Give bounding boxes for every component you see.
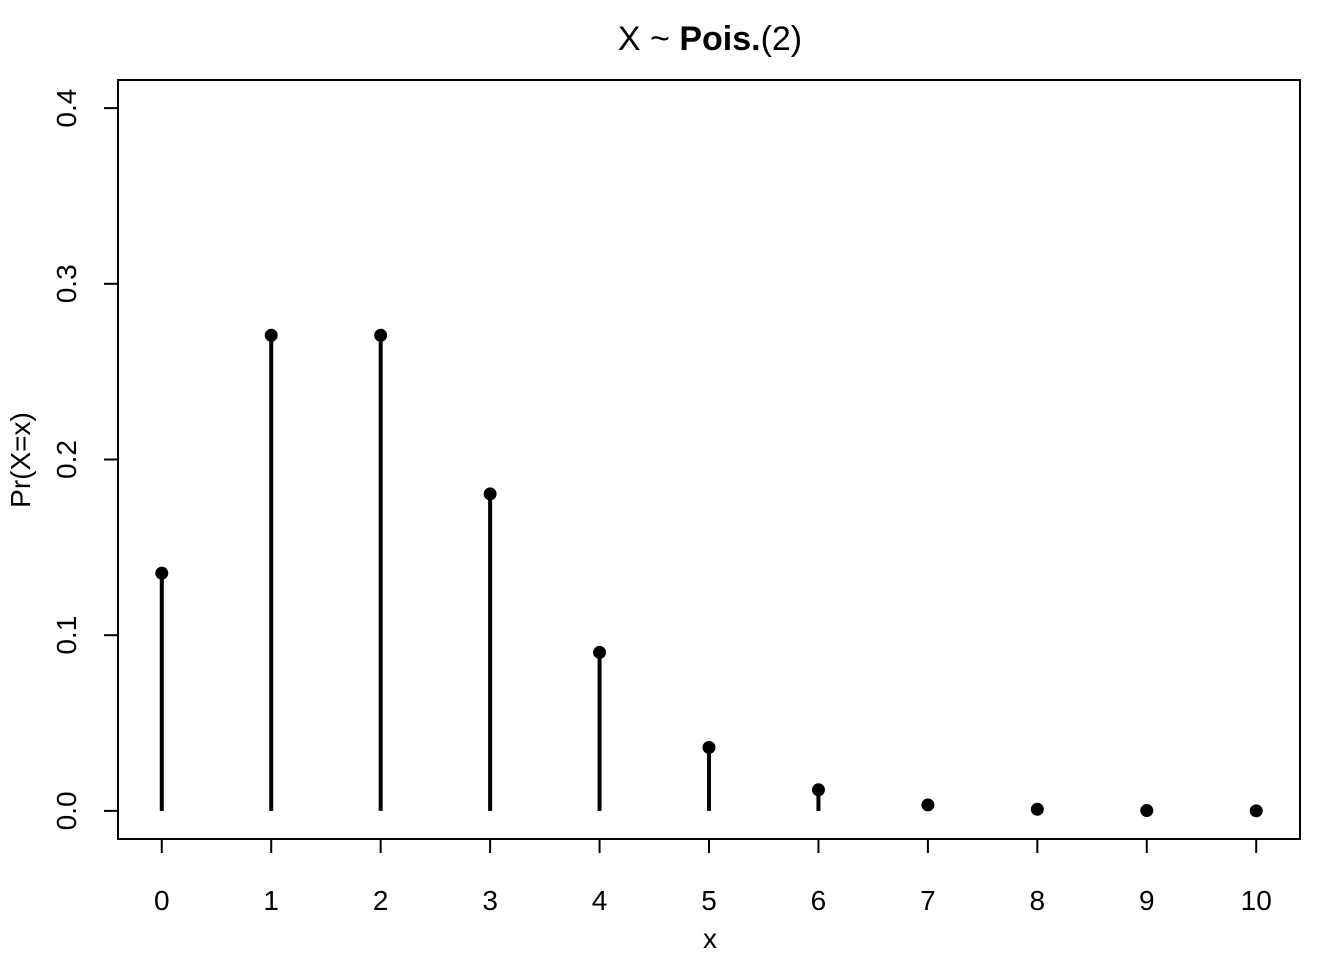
y-tick-label: 0.0 — [51, 791, 82, 830]
data-marks — [155, 328, 1263, 818]
x-axis-label: x — [703, 923, 717, 954]
x-tick-label: 8 — [1030, 885, 1046, 916]
data-point — [702, 740, 716, 754]
x-tick-label: 0 — [154, 885, 170, 916]
chart-title-bold: Pois. — [679, 20, 760, 58]
data-point — [1249, 804, 1263, 818]
x-tick-label: 3 — [482, 885, 498, 916]
x-tick-label: 10 — [1241, 885, 1272, 916]
y-tick-label: 0.4 — [51, 89, 82, 128]
data-point — [155, 566, 169, 580]
y-axis-label: Pr(X=x) — [5, 412, 36, 508]
data-point — [921, 798, 935, 812]
y-tick-label: 0.2 — [51, 440, 82, 479]
chart-title-prefix: X ~ — [618, 20, 679, 58]
y-tick-label: 0.1 — [51, 616, 82, 655]
x-tick-label: 1 — [263, 885, 279, 916]
data-point — [374, 328, 388, 342]
x-tick-label: 5 — [701, 885, 717, 916]
y-tick-label: 0.3 — [51, 264, 82, 303]
data-point — [593, 645, 607, 659]
data-point — [264, 328, 278, 342]
x-axis: 0 1 2 3 4 5 6 7 8 9 10 — [154, 838, 1272, 916]
data-point — [483, 487, 497, 501]
chart-title-suffix: (2) — [761, 20, 803, 58]
data-point — [1140, 804, 1154, 818]
data-point — [1030, 802, 1044, 816]
x-tick-label: 9 — [1139, 885, 1155, 916]
plot-frame — [117, 79, 1301, 840]
x-tick-label: 4 — [592, 885, 608, 916]
data-point — [811, 783, 825, 797]
chart-title: X ~ Pois.(2) — [618, 20, 802, 58]
y-axis: 0.0 0.1 0.2 0.3 0.4 — [51, 89, 119, 830]
x-tick-label: 6 — [811, 885, 827, 916]
x-tick-label: 7 — [920, 885, 936, 916]
x-tick-label: 2 — [373, 885, 389, 916]
